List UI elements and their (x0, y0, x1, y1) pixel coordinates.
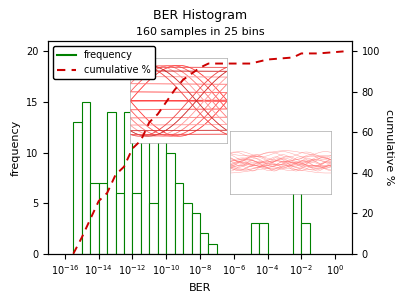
Bar (116, 193, 124, 254)
Y-axis label: cumulative %: cumulative % (384, 109, 394, 186)
Bar (192, 213, 200, 254)
Bar (107, 112, 116, 254)
Legend: frequency, cumulative %: frequency, cumulative % (53, 46, 155, 79)
Bar (301, 223, 310, 254)
Bar (175, 183, 183, 254)
Bar (141, 102, 149, 254)
X-axis label: BER: BER (189, 283, 211, 293)
Bar (251, 223, 259, 254)
Text: BER Histogram: BER Histogram (153, 9, 247, 22)
Bar (73, 122, 82, 254)
Bar (158, 142, 166, 254)
Bar (124, 112, 132, 254)
Bar (90, 183, 99, 254)
Bar (293, 183, 301, 254)
Bar (132, 193, 141, 254)
Bar (208, 244, 217, 254)
Text: 160 samples in 25 bins: 160 samples in 25 bins (136, 27, 264, 37)
Bar (82, 102, 90, 254)
Y-axis label: frequency: frequency (10, 119, 20, 176)
Bar (183, 203, 192, 254)
Bar (166, 153, 175, 254)
Bar (149, 203, 158, 254)
Bar (259, 223, 268, 254)
Bar (99, 183, 107, 254)
Bar (200, 233, 208, 254)
